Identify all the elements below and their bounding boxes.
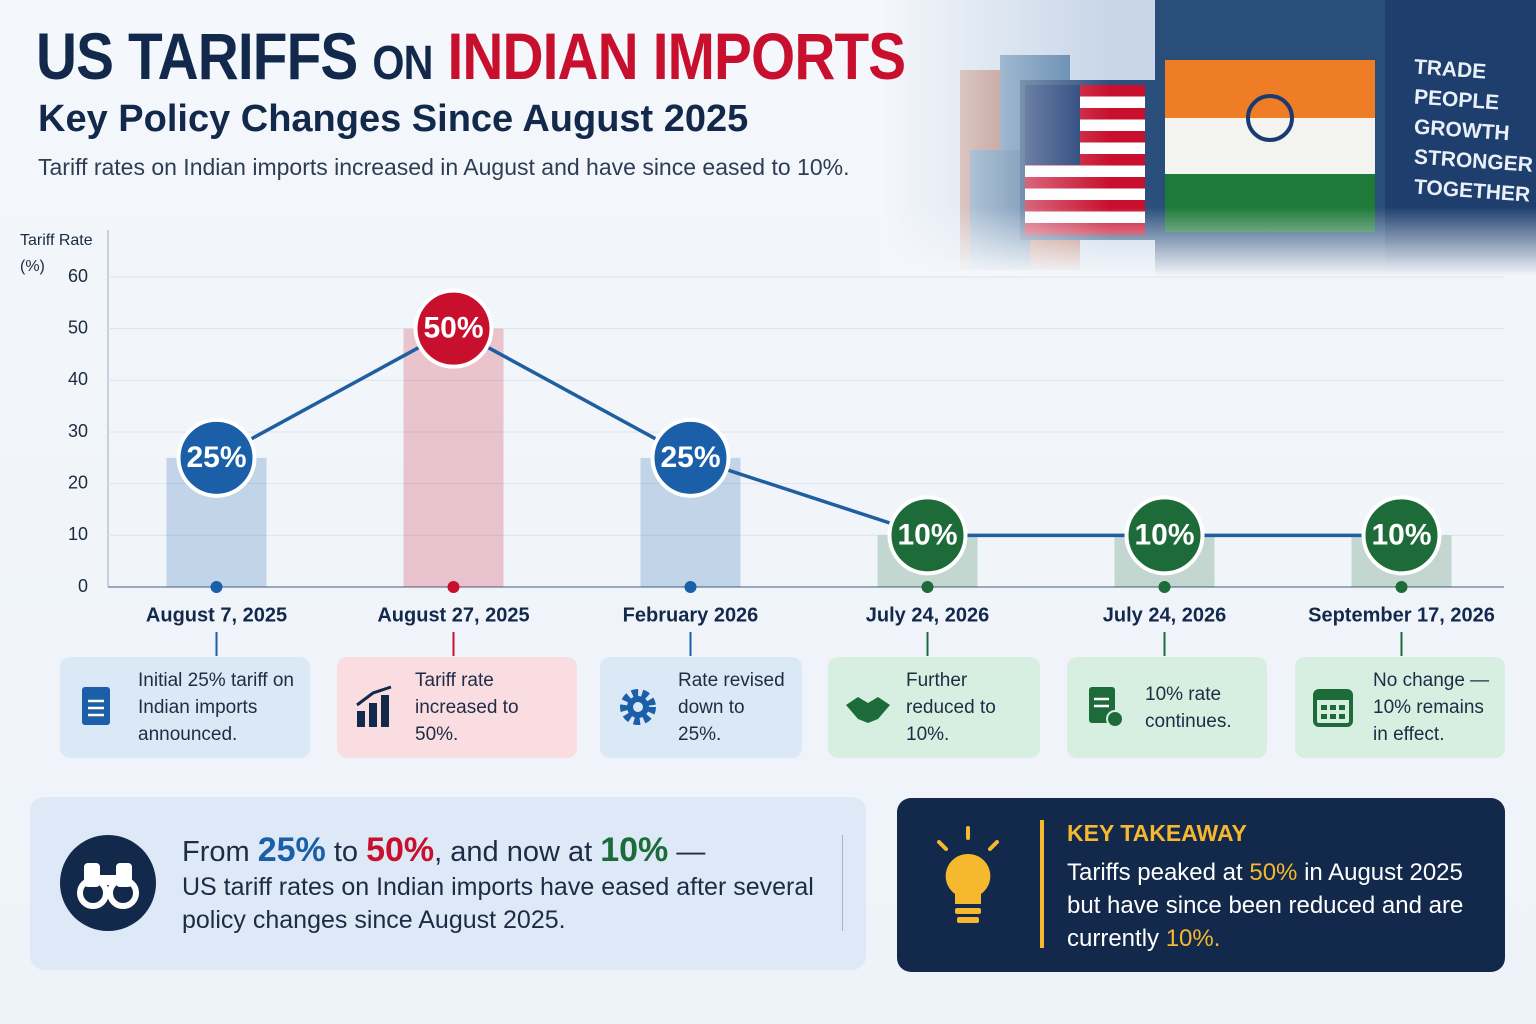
takeaway-text: in August 2025 but have since been reduc… (1067, 859, 1464, 952)
event-text: Tariff rate increased to 50%. (415, 670, 519, 745)
summary-text: From (182, 836, 250, 868)
title: US TARIFFS ON INDIAN IMPORTS (36, 18, 906, 94)
value-label: 25% (660, 441, 720, 474)
binoculars-icon (60, 835, 156, 931)
value-marker (887, 495, 968, 576)
summary-box: From 25% to 50%, and now at 10% — US tar… (30, 797, 866, 970)
y-tick-label: 20 (68, 472, 88, 492)
x-tick-label: August 7, 2025 (146, 604, 287, 626)
x-tick-label: September 17, 2026 (1308, 604, 1495, 626)
axis-dot (1395, 581, 1408, 593)
x-tick-label: August 27, 2025 (377, 604, 529, 626)
y-tick-label: 50 (68, 317, 88, 337)
value-label: 25% (186, 441, 246, 474)
event-icon (1313, 688, 1353, 727)
event-icon (1089, 686, 1124, 728)
value-marker (176, 417, 257, 498)
y-tick-label: 30 (68, 421, 88, 441)
value-label: 50% (423, 312, 483, 345)
bar (403, 328, 504, 587)
event-icon (356, 685, 392, 727)
y-tick-label: 40 (68, 369, 88, 389)
event-text: 10% rate continues. (1145, 683, 1232, 732)
takeaway-box: KEY TAKEAWAY Tariffs peaked at 50% in Au… (897, 798, 1505, 972)
event-text: Rate revised down to 25%. (678, 670, 785, 745)
event-card: Rate revised down to 25%. (600, 657, 802, 758)
axis-dot (447, 581, 460, 593)
summary-body: US tariff rates on Indian imports have e… (182, 873, 814, 934)
title-part: US TARIFFS (36, 19, 358, 93)
accent-bar (1040, 820, 1044, 948)
takeaway-text: Tariffs peaked at (1067, 859, 1243, 886)
title-part: INDIAN IMPORTS (447, 19, 906, 93)
subtitle: Key Policy Changes Since August 2025 (38, 98, 749, 140)
value-marker (650, 417, 731, 498)
y-axis-label: Tariff Rate (%) (20, 232, 93, 275)
summary-text: to (333, 836, 359, 868)
value-marker (1361, 495, 1442, 576)
event-text: Initial 25% tariff on Indian imports ann… (138, 670, 294, 745)
axis-dot (684, 581, 697, 593)
event-card: Initial 25% tariff on Indian imports ann… (60, 657, 310, 758)
y-tick-label: 10 (68, 524, 88, 544)
event-icon (82, 686, 110, 725)
event-card: 10% rate continues. (1067, 657, 1267, 758)
value-label: 10% (897, 518, 957, 551)
summary-lead: From 25% to 50%, and now at 10% — (182, 831, 705, 870)
y-tick-label: 60 (68, 266, 88, 286)
chart: 0 10 20 30 40 50 60 25% August 7, 2025 50% August … (68, 230, 1504, 656)
event-text: Further reduced to 10%. (906, 670, 996, 745)
value-label: 10% (1134, 518, 1194, 551)
description: Tariff rates on Indian imports increased… (38, 154, 850, 180)
takeaway-rate: 50% (1249, 859, 1298, 886)
x-tick-label: July 24, 2026 (866, 604, 989, 626)
takeaway-body: Tariffs peaked at 50% in August 2025 but… (1067, 856, 1477, 955)
event-card: Tariff rate increased to 50%. (337, 657, 577, 758)
value-marker (413, 288, 494, 369)
summary-text: , and now at (434, 836, 593, 868)
summary-rate: 50% (366, 831, 435, 869)
axis-dot (921, 581, 934, 593)
value-label: 10% (1371, 518, 1431, 551)
takeaway-rate: 10%. (1165, 925, 1221, 952)
event-icon (846, 696, 890, 723)
lightbulb-icon (937, 826, 999, 923)
summary-rate: 25% (257, 831, 326, 869)
takeaway-heading: KEY TAKEAWAY (1067, 820, 1247, 846)
event-icon (620, 688, 656, 725)
y-tick-label: 0 (78, 576, 88, 596)
summary-text: — (676, 836, 706, 868)
value-marker (1124, 495, 1205, 576)
event-card: No change — 10% remains in effect. (1295, 657, 1505, 758)
event-card: Further reduced to 10%. (828, 657, 1040, 758)
summary-rate: 10% (600, 831, 669, 869)
divider (842, 835, 843, 931)
axis-dot (1158, 581, 1171, 593)
axis-dot (210, 581, 223, 593)
event-text: No change — 10% remains in effect. (1373, 670, 1490, 745)
x-tick-label: February 2026 (623, 604, 759, 626)
title-part: ON (372, 37, 433, 90)
banner-word: TRADE (1413, 56, 1487, 84)
x-tick-label: July 24, 2026 (1103, 604, 1226, 626)
